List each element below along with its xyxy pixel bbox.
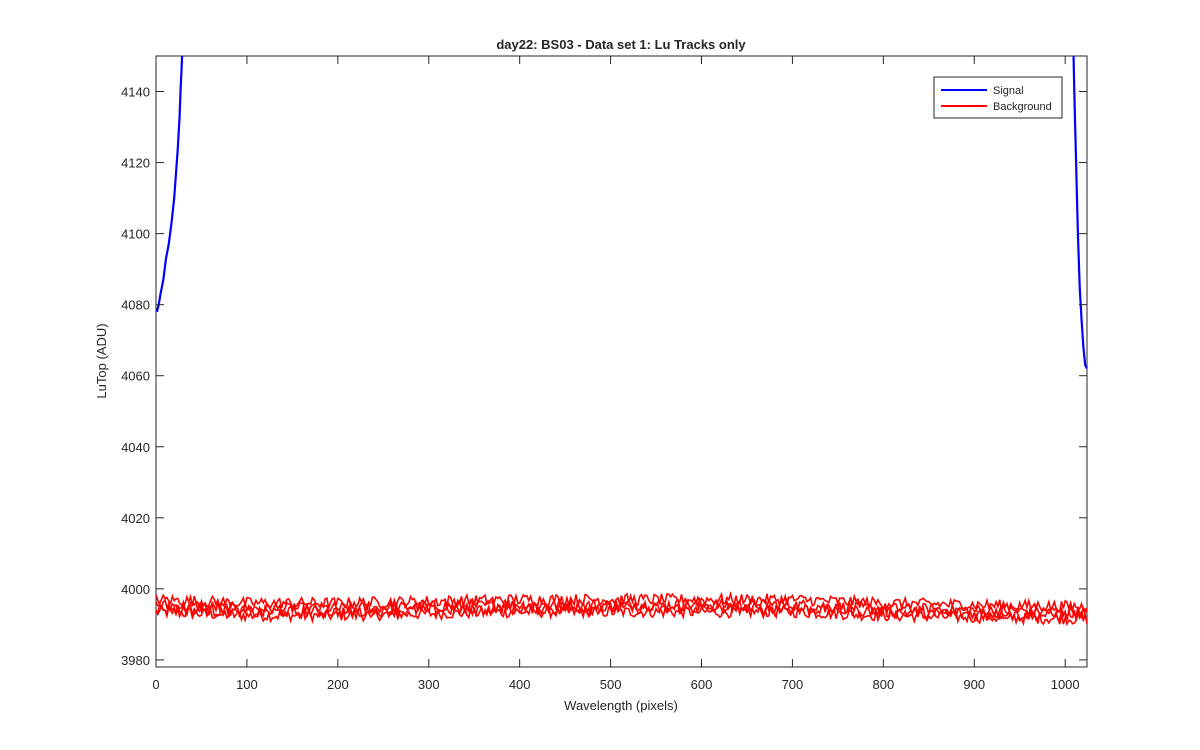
x-tick-label: 1000	[1051, 677, 1080, 692]
chart-title: day22: BS03 - Data set 1: Lu Tracks only	[496, 37, 746, 52]
y-tick-label: 4060	[121, 369, 150, 384]
x-tick-label: 800	[872, 677, 894, 692]
y-axis: 3980 4000 4020 4040 4060 4080 4100 4120 4140	[121, 85, 1087, 668]
x-tick-label: 200	[327, 677, 349, 692]
x-tick-label: 900	[963, 677, 985, 692]
y-tick-label: 4040	[121, 440, 150, 455]
x-tick-label: 500	[600, 677, 622, 692]
background-trace	[156, 600, 1087, 623]
y-tick-label: 4100	[121, 227, 150, 242]
y-tick-label: 4020	[121, 511, 150, 526]
y-tick-label: 4120	[121, 156, 150, 171]
signal-line	[1072, 56, 1087, 370]
plot-area	[155, 55, 1088, 668]
background-trace	[156, 604, 1087, 627]
x-tick-label: 0	[152, 677, 159, 692]
y-tick-label: 4080	[121, 298, 150, 313]
y-tick-label: 3980	[121, 653, 150, 668]
series-layer	[156, 56, 1087, 627]
y-axis-label: LuTop (ADU)	[94, 323, 109, 398]
x-tick-label: 300	[418, 677, 440, 692]
legend-background-label: Background	[993, 101, 1052, 113]
x-tick-label: 700	[782, 677, 804, 692]
x-tick-label: 600	[691, 677, 713, 692]
y-tick-label: 4000	[121, 582, 150, 597]
y-tick-label: 4140	[121, 85, 150, 100]
signal-line	[156, 56, 184, 313]
legend-box	[933, 76, 1063, 119]
x-axis: 0 100 200 300 400 500 600 700 800 900 1000	[152, 56, 1080, 692]
x-axis-label: Wavelength (pixels)	[564, 698, 678, 713]
legend: Signal Background	[933, 76, 1063, 119]
background-trace	[156, 590, 1087, 614]
x-tick-label: 400	[509, 677, 531, 692]
legend-signal-label: Signal	[993, 85, 1024, 97]
x-tick-label: 100	[236, 677, 258, 692]
